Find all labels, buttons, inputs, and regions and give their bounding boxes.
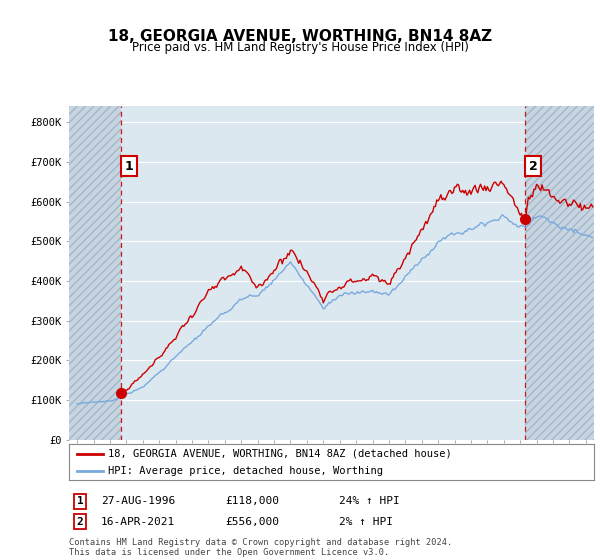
Text: 18, GEORGIA AVENUE, WORTHING, BN14 8AZ: 18, GEORGIA AVENUE, WORTHING, BN14 8AZ — [108, 30, 492, 44]
Bar — [525, 106, 594, 440]
Text: £118,000: £118,000 — [225, 496, 279, 506]
Text: Contains HM Land Registry data © Crown copyright and database right 2024.
This d: Contains HM Land Registry data © Crown c… — [69, 538, 452, 557]
Text: 18, GEORGIA AVENUE, WORTHING, BN14 8AZ (detached house): 18, GEORGIA AVENUE, WORTHING, BN14 8AZ (… — [109, 449, 452, 459]
Text: 27-AUG-1996: 27-AUG-1996 — [101, 496, 175, 506]
Text: 2: 2 — [77, 517, 83, 527]
Text: 2: 2 — [529, 160, 538, 173]
Text: Price paid vs. HM Land Registry's House Price Index (HPI): Price paid vs. HM Land Registry's House … — [131, 40, 469, 54]
Text: £556,000: £556,000 — [225, 517, 279, 527]
Text: 1: 1 — [125, 160, 133, 173]
Text: HPI: Average price, detached house, Worthing: HPI: Average price, detached house, Wort… — [109, 466, 383, 476]
Text: 1: 1 — [77, 496, 83, 506]
Bar — [69, 106, 121, 440]
Text: 16-APR-2021: 16-APR-2021 — [101, 517, 175, 527]
Text: 2% ↑ HPI: 2% ↑ HPI — [339, 517, 393, 527]
Text: 24% ↑ HPI: 24% ↑ HPI — [339, 496, 400, 506]
